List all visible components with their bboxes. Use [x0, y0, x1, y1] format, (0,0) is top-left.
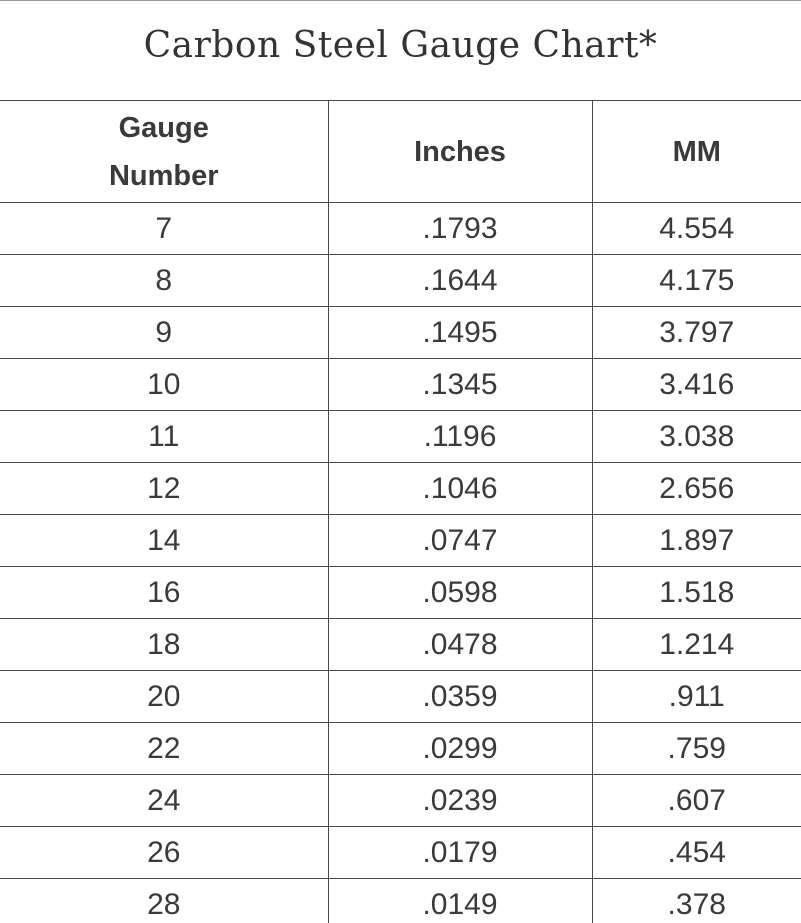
cell-gauge-number: 10	[0, 358, 329, 411]
cell-gauge-number: 11	[0, 410, 329, 463]
cell-mm: 4.175	[591, 254, 801, 307]
table-row: 28.0149.378	[0, 878, 801, 923]
table-row: 26.0179.454	[0, 826, 801, 879]
cell-inches: .1196	[327, 410, 593, 463]
table-row: 16.0598 1.518	[0, 566, 801, 619]
cell-gauge-number: 16	[0, 566, 329, 619]
header-row: Gauge Number Inches MM	[0, 100, 801, 203]
cell-mm: .607	[591, 774, 801, 827]
cell-inches: .1793	[327, 202, 593, 255]
cell-gauge-number: 18	[0, 618, 329, 671]
cell-gauge-number: 8	[0, 254, 329, 307]
table-row: 11.1196 3.038	[0, 410, 801, 463]
cell-mm: 4.554	[591, 202, 801, 255]
cell-inches: .1046	[327, 462, 593, 515]
cell-mm: 2.656	[591, 462, 801, 515]
cell-inches: .0149	[327, 878, 593, 923]
cell-mm: 1.518	[591, 566, 801, 619]
cell-gauge-number: 14	[0, 514, 329, 567]
cell-inches: .0239	[327, 774, 593, 827]
table-row: 7.1793 4.554	[0, 202, 801, 255]
cell-mm: 3.038	[591, 410, 801, 463]
cell-mm: 3.797	[591, 306, 801, 359]
table-row: 10.1345 3.416	[0, 358, 801, 411]
cell-gauge-number: 22	[0, 722, 329, 775]
cell-inches: .1345	[327, 358, 593, 411]
cell-mm: 1.897	[591, 514, 801, 567]
cell-inches: .0359	[327, 670, 593, 723]
cell-mm: .378	[591, 878, 801, 923]
cell-gauge-number: 24	[0, 774, 329, 827]
chart-title: Carbon Steel Gauge Chart*	[143, 25, 658, 66]
cell-gauge-number: 7	[0, 202, 329, 255]
cell-gauge-number: 28	[0, 878, 329, 923]
column-header-mm: MM	[591, 100, 801, 203]
gauge-table: Gauge Number Inches MM 7.1793 4.554 8.1644…	[0, 100, 801, 923]
cell-mm: .759	[591, 722, 801, 775]
cell-mm: .454	[591, 826, 801, 879]
cell-inches: .0179	[327, 826, 593, 879]
cell-gauge-number: 26	[0, 826, 329, 879]
cell-gauge-number: 9	[0, 306, 329, 359]
cell-inches: .0747	[327, 514, 593, 567]
cell-inches: .0299	[327, 722, 593, 775]
cell-gauge-number: 20	[0, 670, 329, 723]
cell-mm: 1.214	[591, 618, 801, 671]
column-header-gauge-number: Gauge Number	[0, 100, 329, 203]
table-row: 18.0478 1.214	[0, 618, 801, 671]
cell-inches: .1644	[327, 254, 593, 307]
table-row: 14.0747 1.897	[0, 514, 801, 567]
top-divider	[0, 0, 801, 1]
cell-gauge-number: 12	[0, 462, 329, 515]
table-row: 20.0359.911	[0, 670, 801, 723]
cell-mm: .911	[591, 670, 801, 723]
table-row: 12.1046 2.656	[0, 462, 801, 515]
column-header-inches: Inches	[327, 100, 593, 203]
table-row: 8.1644 4.175	[0, 254, 801, 307]
cell-mm: 3.416	[591, 358, 801, 411]
cell-inches: .0598	[327, 566, 593, 619]
gauge-table-body: 7.1793 4.554 8.1644 4.175 9.1495 3.797 10.1345…	[0, 202, 801, 923]
cell-inches: .0478	[327, 618, 593, 671]
table-row: 9.1495 3.797	[0, 306, 801, 359]
table-row: 24.0239.607	[0, 774, 801, 827]
table-row: 22.0299.759	[0, 722, 801, 775]
cell-inches: .1495	[327, 306, 593, 359]
